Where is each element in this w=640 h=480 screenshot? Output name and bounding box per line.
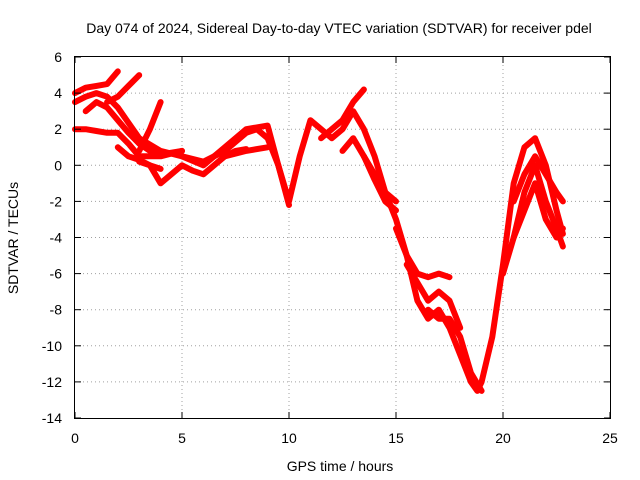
series-line [425, 306, 485, 394]
y-axis-ticks: -14 -12 -10 -8 -6 -4 -2 0 2 4 6 [42, 49, 610, 426]
chart-title: Day 074 of 2024, Sidereal Day-to-day VTE… [86, 20, 592, 36]
series-line [72, 90, 566, 394]
y-tick-label: -8 [50, 302, 63, 318]
y-tick-label: -10 [42, 338, 62, 354]
series-line [221, 144, 271, 160]
series-line [136, 99, 164, 154]
x-tick-label: 0 [71, 430, 79, 446]
y-tick-label: -4 [50, 230, 63, 246]
series-line [318, 86, 367, 142]
y-axis-label: SDTVAR / TECUs [5, 182, 21, 294]
grid [75, 57, 610, 418]
series-line [500, 180, 566, 277]
x-tick-label: 25 [602, 430, 618, 446]
y-tick-label: -12 [42, 374, 62, 390]
x-axis-ticks: 0 5 10 15 20 25 [71, 57, 618, 446]
y-tick-label: -2 [50, 193, 63, 209]
series-line [403, 261, 464, 331]
x-tick-label: 10 [281, 430, 297, 446]
series-line [360, 153, 399, 214]
series-line [104, 72, 143, 106]
plot-frame [74, 56, 611, 419]
series-line [72, 68, 121, 97]
series-line [82, 99, 185, 158]
y-tick-label: -6 [50, 266, 63, 282]
x-tick-label: 20 [495, 430, 511, 446]
y-tick-label: 6 [54, 49, 62, 65]
series-line [72, 126, 185, 160]
y-tick-label: 4 [54, 85, 62, 101]
series-line [179, 122, 292, 208]
y-tick-label: 0 [54, 157, 62, 173]
x-tick-label: 15 [388, 430, 404, 446]
data-series [72, 68, 566, 394]
y-tick-label: -14 [42, 410, 62, 426]
series-line [114, 144, 164, 172]
y-tick-label: 2 [54, 121, 62, 137]
series-line [510, 153, 566, 205]
x-tick-label: 5 [178, 430, 186, 446]
series-line [393, 225, 453, 281]
x-axis-label: GPS time / hours [287, 458, 394, 474]
